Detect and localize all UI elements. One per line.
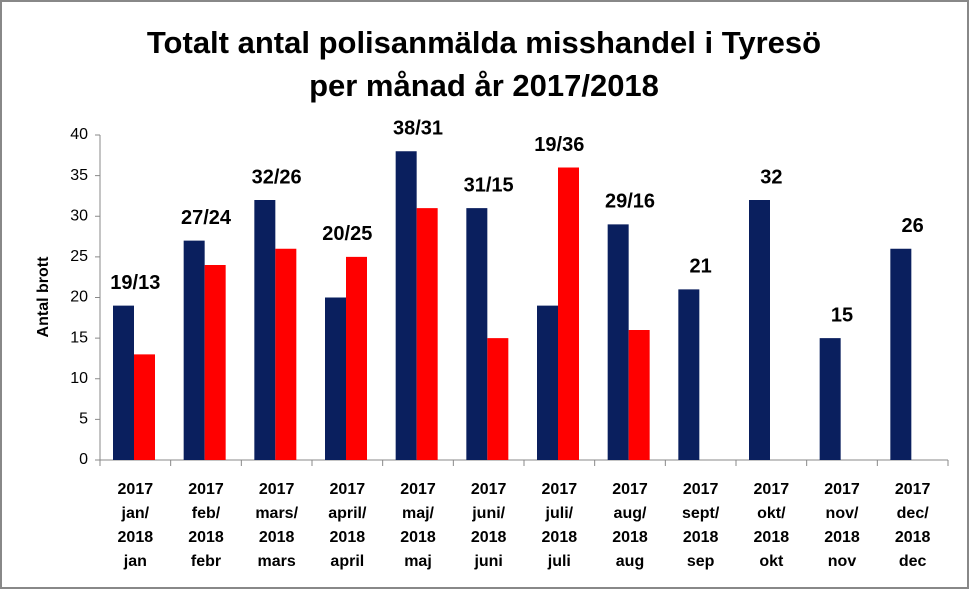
value-label: 19/13 xyxy=(110,272,160,294)
x-tick-label: 2018 xyxy=(824,529,860,546)
bar xyxy=(416,208,438,460)
x-tick-label: okt/ xyxy=(757,505,786,522)
x-tick-label: 2018 xyxy=(400,529,436,546)
bar xyxy=(346,256,367,460)
chart-title: Totalt antal polisanmälda misshandel i T… xyxy=(147,25,821,60)
x-tick-label: 2017 xyxy=(754,481,790,498)
x-tick-label: okt xyxy=(759,553,784,570)
value-label: 26 xyxy=(902,215,924,237)
value-label: 27/24 xyxy=(181,207,232,229)
x-tick-label: mars xyxy=(258,553,296,570)
x-tick-label: juni xyxy=(473,553,502,570)
x-tick-label: dec/ xyxy=(897,505,930,522)
x-tick-label: 2018 xyxy=(330,529,366,546)
bar xyxy=(678,289,700,460)
chart-title: per månad år 2017/2018 xyxy=(309,68,659,103)
y-axis-label: Antal brott xyxy=(35,256,52,338)
x-tick-label: 2018 xyxy=(683,529,719,546)
bar xyxy=(204,265,226,460)
value-label: 31/15 xyxy=(464,174,514,196)
x-tick-label: aug xyxy=(616,553,644,570)
x-tick-label: sep xyxy=(687,553,715,570)
x-tick-label: jan xyxy=(123,553,147,570)
bar xyxy=(466,208,488,460)
y-tick-label: 10 xyxy=(70,370,88,387)
x-tick-label: 2018 xyxy=(754,529,790,546)
x-tick-label: jan/ xyxy=(121,505,150,522)
x-tick-label: sept/ xyxy=(682,505,720,522)
x-tick-label: 2018 xyxy=(895,529,931,546)
y-tick-label: 30 xyxy=(70,207,88,224)
bar xyxy=(134,354,155,460)
x-tick-label: april/ xyxy=(328,505,367,522)
x-tick-label: 2018 xyxy=(259,529,295,546)
x-tick-label: 2018 xyxy=(118,529,154,546)
value-label: 20/25 xyxy=(322,223,372,245)
x-tick-label: 2017 xyxy=(400,481,436,498)
bar xyxy=(749,200,770,460)
y-tick-label: 15 xyxy=(70,329,88,346)
value-label: 21 xyxy=(690,256,712,278)
x-tick-label: febr xyxy=(191,553,221,570)
x-tick-label: feb/ xyxy=(192,505,221,522)
x-tick-label: juni/ xyxy=(471,505,505,522)
x-tick-label: nov xyxy=(828,553,857,570)
y-tick-label: 5 xyxy=(79,411,88,428)
x-tick-label: 2018 xyxy=(188,529,224,546)
y-tick-label: 25 xyxy=(70,248,88,265)
value-label: 38/31 xyxy=(393,118,443,140)
y-tick-label: 0 xyxy=(79,451,88,468)
bar xyxy=(325,297,346,460)
x-tick-label: april xyxy=(330,553,364,570)
x-tick-label: juli xyxy=(547,553,571,570)
bar xyxy=(607,224,629,460)
x-tick-label: aug/ xyxy=(614,505,647,522)
x-tick-label: 2017 xyxy=(895,481,931,498)
bar xyxy=(890,248,912,460)
x-tick-label: maj xyxy=(404,553,432,570)
x-tick-label: 2017 xyxy=(683,481,719,498)
bar xyxy=(537,305,558,460)
x-tick-label: 2018 xyxy=(542,529,578,546)
x-tick-label: 2017 xyxy=(542,481,578,498)
x-tick-label: dec xyxy=(899,553,927,570)
x-tick-label: 2017 xyxy=(118,481,154,498)
bar xyxy=(254,200,276,460)
bar xyxy=(628,330,650,460)
bar xyxy=(183,240,205,460)
x-tick-label: maj/ xyxy=(402,505,435,522)
x-tick-label: 2017 xyxy=(188,481,224,498)
x-tick-label: mars/ xyxy=(255,505,298,522)
bar xyxy=(275,248,297,460)
bar xyxy=(819,338,841,460)
x-tick-label: 2018 xyxy=(612,529,648,546)
value-label: 15 xyxy=(831,304,853,326)
x-tick-label: 2018 xyxy=(471,529,507,546)
x-tick-label: juli/ xyxy=(545,505,574,522)
bar xyxy=(395,151,417,460)
bar xyxy=(487,338,509,460)
x-tick-label: 2017 xyxy=(259,481,295,498)
y-tick-label: 40 xyxy=(70,126,88,143)
y-tick-label: 20 xyxy=(70,289,88,306)
y-tick-label: 35 xyxy=(70,167,88,184)
x-tick-label: nov/ xyxy=(826,505,859,522)
bar xyxy=(558,167,579,460)
value-label: 29/16 xyxy=(605,191,655,213)
x-tick-label: 2017 xyxy=(471,481,507,498)
x-tick-label: 2017 xyxy=(612,481,648,498)
bar xyxy=(113,305,134,460)
value-label: 32 xyxy=(760,166,782,188)
value-label: 19/36 xyxy=(534,134,584,156)
value-label: 32/26 xyxy=(252,166,302,188)
x-tick-label: 2017 xyxy=(824,481,860,498)
x-tick-label: 2017 xyxy=(330,481,366,498)
